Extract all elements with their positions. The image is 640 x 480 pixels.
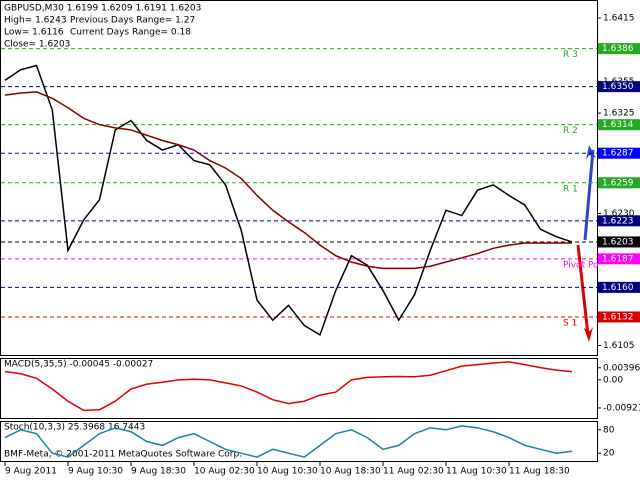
level-label: 1.6132: [602, 312, 634, 322]
level-label: 1.6223: [602, 216, 634, 226]
level-label: 1.6350: [602, 82, 634, 92]
macd-line: [4, 361, 573, 412]
level-box: [598, 253, 640, 265]
stoch-panel: [0, 421, 598, 462]
y-tick-label: 1.6325: [603, 109, 635, 119]
x-tick-label: 11 Aug 02:30: [383, 467, 444, 477]
y-tick-label: 0.00: [603, 375, 623, 385]
header-text: Previous Days Range= 1.27: [70, 16, 195, 26]
level-box: [598, 43, 640, 55]
level-box: [598, 147, 640, 159]
level-label: 1.6314: [602, 120, 634, 130]
x-tick-label: 9 Aug 18:30: [131, 467, 186, 477]
up-arrow: [583, 149, 595, 241]
y-tick-label: 1.6415: [603, 13, 635, 23]
level-box: [598, 281, 640, 293]
y-tick-label: 0.00396: [603, 363, 640, 373]
level-box: [598, 311, 640, 323]
y-tick-label: -0.00921: [603, 403, 640, 413]
down-arrow-head: [584, 327, 593, 342]
y-tick-label: 80: [603, 425, 615, 435]
price-line: [4, 91, 572, 270]
price-line: [4, 64, 573, 337]
header-text: GBPUSD,M30 1.6199 1.6209 1.6191 1.6203: [4, 4, 201, 14]
up-arrow-head: [586, 145, 596, 160]
level-label: 1.6386: [602, 44, 634, 54]
x-tick-label: 10 Aug 10:30: [257, 467, 318, 477]
header-text: Close= 1.6203: [4, 40, 70, 50]
level-box: [598, 81, 640, 93]
macd-panel: [0, 358, 598, 419]
stoch-line: [4, 425, 573, 458]
footer: BMF-Meta, © 2001-2011 MetaQuotes Softwar…: [4, 450, 242, 460]
level-name: Pivot Po: [563, 260, 599, 270]
level-label: 1.6203: [602, 237, 634, 247]
level-name: R 1: [563, 184, 578, 194]
level-name: R 3: [563, 50, 578, 60]
level-box: [598, 177, 640, 189]
level-box: [598, 236, 640, 248]
main-panel: [0, 0, 598, 356]
y-tick-label: 1.6105: [603, 341, 635, 351]
level-name: S 1: [563, 318, 577, 328]
level-label: 1.6187: [602, 254, 634, 264]
level-label: 1.6287: [602, 149, 634, 159]
y-tick-label: 1.6230: [603, 209, 635, 219]
level-name: R 2: [563, 126, 578, 136]
level-label: 1.6259: [602, 178, 634, 188]
down-arrow: [576, 244, 590, 336]
header-text: Current Days Range= 0.18: [70, 28, 191, 38]
header-text: Low= 1.6116: [4, 28, 64, 38]
macd-title: MACD(5,35,5) -0.00045 -0.00027: [4, 360, 153, 370]
header-text: High= 1.6243: [4, 16, 67, 26]
x-tick-label: 11 Aug 10:30: [446, 467, 507, 477]
x-tick-label: 9 Aug 2011: [5, 467, 57, 477]
level-box: [598, 215, 640, 227]
level-box: [598, 119, 640, 131]
x-tick-label: 10 Aug 18:30: [320, 467, 381, 477]
y-tick-label: 20: [603, 449, 615, 459]
level-label: 1.6160: [602, 283, 634, 293]
x-tick-label: 9 Aug 10:30: [68, 467, 123, 477]
stoch-title: Stoch(10,3,3) 25.3968 16.7443: [4, 423, 145, 433]
x-tick-label: 10 Aug 02:30: [194, 467, 255, 477]
x-tick-label: 11 Aug 18:30: [509, 467, 570, 477]
